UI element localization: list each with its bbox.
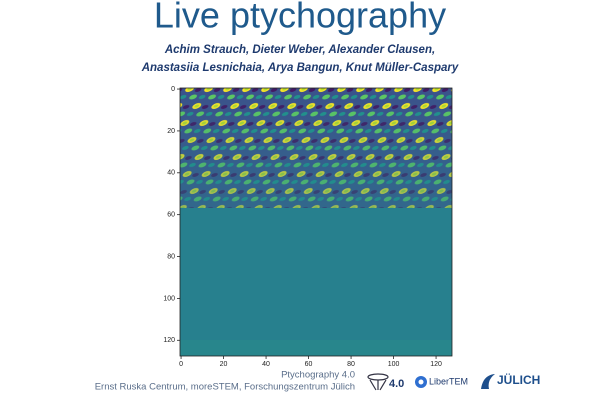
authors-line: Anastasiia Lesnichaia, Arya Bangun, Knut… [141, 62, 459, 74]
x-tick-label: 60 [305, 361, 313, 368]
footer-line: Ernst Ruska Centrum, moreSTEM, Forschung… [95, 382, 355, 393]
y-tick-label: 80 [167, 253, 175, 260]
image-band [180, 340, 452, 356]
image-frame [179, 87, 453, 357]
logo-text: JÜLICH [497, 372, 540, 387]
x-tick-label: 20 [220, 361, 228, 368]
x-tick-label: 0 [179, 361, 183, 368]
slide-title: Live ptychography [154, 0, 446, 36]
logo-ptycho: 4.0 [367, 373, 404, 391]
logo-text: LiberTEM [429, 376, 468, 386]
x-tick-label: 100 [388, 361, 400, 368]
logo-juelich: JÜLICH [481, 372, 540, 389]
y-tick-label: 60 [167, 212, 175, 219]
footer-line: Ptychography 4.0 [281, 370, 355, 381]
x-tick-label: 40 [262, 361, 270, 368]
y-tick-label: 120 [163, 337, 175, 344]
y-tick-label: 20 [167, 128, 175, 135]
y-tick-label: 40 [167, 170, 175, 177]
authors-line: Achim Strauch, Dieter Weber, Alexander C… [164, 44, 435, 56]
logo-text: 4.0 [389, 378, 404, 390]
image-shade [180, 88, 452, 208]
x-tick-label: 80 [347, 361, 355, 368]
axes: 0 20 40 60 80 100 120 0 20 40 60 80 100 120 [163, 86, 442, 368]
logo-libertem: LiberTEM [415, 376, 468, 388]
y-tick-label: 0 [171, 86, 175, 93]
y-tick-label: 100 [163, 295, 175, 302]
heatmap-image [179, 87, 453, 357]
x-tick-label: 120 [430, 361, 442, 368]
